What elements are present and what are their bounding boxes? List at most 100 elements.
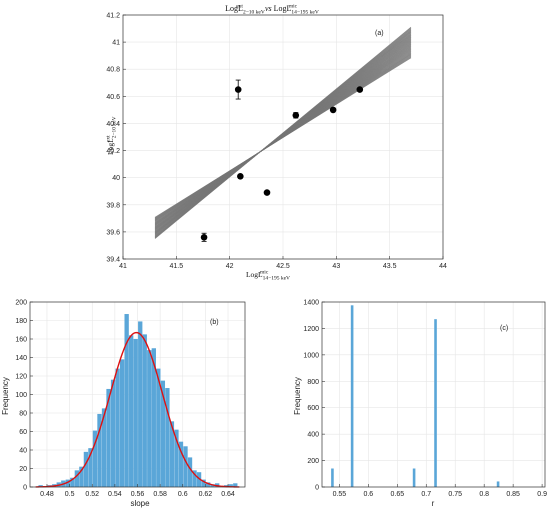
- scatter-panel-label: (a): [375, 30, 384, 37]
- scatter-x-tick-label: 43: [332, 263, 340, 270]
- slope-x-ticks: 0.48 0.5 0.52 0.54 0.56 0.58 0.6 0.62 0.64: [40, 484, 235, 498]
- r-y-tick-label: 800: [307, 379, 319, 386]
- r-x-tick-label: 0.9: [537, 491, 547, 498]
- data-point: [356, 86, 364, 93]
- histogram-bar: [233, 483, 238, 487]
- data-point: [200, 234, 208, 241]
- r-bar: [434, 319, 437, 487]
- r-x-tick-label: 0.65: [390, 491, 404, 498]
- scatter-x-tick-label: 41: [119, 263, 127, 270]
- r-bar: [412, 468, 416, 487]
- fit-lines-bundle: [154, 26, 412, 239]
- r-y-tick-label: 0: [315, 485, 319, 492]
- scatter-x-tick-label: 42.5: [276, 263, 290, 270]
- r-y-tick-label: 1200: [303, 326, 319, 333]
- slope-y-tick-label: 200: [15, 300, 27, 307]
- data-point: [237, 173, 244, 180]
- r-y-tick-label: 1400: [303, 300, 319, 307]
- scatter-y-tick-label: 40: [112, 175, 120, 182]
- slope-y-tick-label: 0: [23, 485, 27, 492]
- histogram-bar: [192, 470, 197, 487]
- scatter-panel: 41 41.5 42 42.5 43 43.5 44 39.4 39.6 39.8 40 40.2 4…: [106, 4, 447, 282]
- r-bar: [350, 305, 354, 487]
- histogram-bar: [124, 314, 129, 487]
- r-x-tick-label: 0.55: [333, 491, 347, 498]
- histogram-bar: [70, 477, 75, 487]
- histogram-bar: [174, 429, 179, 487]
- histogram-bar: [133, 339, 138, 487]
- histogram-bar: [201, 479, 206, 487]
- histogram-bar: [92, 430, 98, 487]
- histogram-bar: [101, 408, 107, 487]
- scatter-y-tick-label: 41.2: [106, 13, 120, 20]
- r-bar: [331, 468, 334, 487]
- slope-y-tick-label: 40: [19, 448, 27, 455]
- histogram-bar: [83, 451, 89, 487]
- slope-y-tick-label: 20: [19, 466, 27, 473]
- r-x-tick-label: 0.7: [421, 491, 431, 498]
- histogram-bar: [178, 441, 184, 487]
- fit-line: [154, 26, 412, 239]
- r-ylabel: Frequency: [293, 377, 302, 415]
- slope-y-tick-label: 120: [15, 374, 27, 381]
- scatter-y-tick-label: 40.2: [106, 148, 120, 155]
- histogram-bar: [138, 321, 143, 487]
- slope-x-tick-label: 0.6: [178, 491, 188, 498]
- histogram-bar: [97, 413, 102, 487]
- histogram-bar: [65, 479, 70, 487]
- slope-x-tick-label: 0.58: [153, 491, 167, 498]
- normal-fit-curve: [35, 331, 240, 488]
- slope-x-tick-label: 0.62: [199, 491, 213, 498]
- slope-y-tick-label: 160: [15, 337, 27, 344]
- histogram-bar: [106, 388, 111, 487]
- histogram-bar: [165, 388, 170, 487]
- r-x-tick-label: 0.8: [479, 491, 489, 498]
- scatter-y-tick-label: 40.4: [106, 121, 120, 128]
- histogram-bar: [187, 457, 193, 487]
- histogram-bar: [156, 368, 161, 487]
- r-histogram-panel: 0.55 0.6 0.65 0.7 0.75 0.8 0.85 0.9 0 200 400 600 8…: [293, 300, 547, 509]
- r-x-tick-label: 0.85: [506, 491, 520, 498]
- r-y-tick-label: 600: [307, 405, 319, 412]
- histogram-bar: [79, 466, 84, 487]
- r-histogram-frame: [321, 301, 546, 488]
- histogram-bar: [183, 446, 188, 487]
- r-bar: [496, 481, 500, 487]
- slope-y-tick-label: 80: [19, 411, 27, 418]
- r-x-ticks: 0.55 0.6 0.65 0.7 0.75 0.8 0.85 0.9: [333, 484, 547, 498]
- slope-y-tick-label: 180: [15, 318, 27, 325]
- scatter-xlabel: LogL14−195 keVmic: [246, 270, 290, 282]
- histogram-bar: [151, 348, 156, 487]
- scatter-y-ticks: 39.4 39.6 39.8 40 40.2 40.4 40.6 40.8 41 41.2: [106, 13, 126, 264]
- scatter-y-tick-label: 40.8: [106, 67, 120, 74]
- histogram-bar: [119, 359, 125, 487]
- scatter-x-tick-label: 42: [226, 263, 234, 270]
- histogram-bar: [210, 484, 215, 487]
- histogram-bar: [142, 334, 147, 487]
- slope-histogram-panel: 0.48 0.5 0.52 0.54 0.56 0.58 0.6 0.62 0.64 0 20 40…: [1, 300, 246, 508]
- histogram-bar: [169, 421, 175, 487]
- slope-x-tick-label: 0.56: [131, 491, 145, 498]
- histogram-bar: [147, 350, 152, 487]
- r-x-tick-label: 0.75: [448, 491, 462, 498]
- histogram-bar: [38, 485, 43, 487]
- scatter-y-tick-label: 41: [112, 40, 120, 47]
- r-histogram-bars: [331, 305, 500, 487]
- histogram-bar: [205, 482, 211, 487]
- scatter-y-tick-label: 39.6: [106, 229, 120, 236]
- slope-ylabel: Frequency: [1, 377, 10, 415]
- histogram-bar: [110, 379, 116, 487]
- histogram-bar: [115, 368, 120, 487]
- histogram-bar: [74, 470, 80, 487]
- r-xlabel: r: [432, 499, 435, 508]
- slope-y-tick-label: 140: [15, 355, 27, 362]
- slope-x-tick-label: 0.54: [108, 491, 122, 498]
- slope-panel-label: (b): [210, 319, 219, 326]
- slope-xlabel: slope: [130, 499, 150, 508]
- scatter-x-tick-label: 41.5: [170, 263, 184, 270]
- data-point: [234, 86, 242, 93]
- data-point: [292, 112, 300, 119]
- slope-y-tick-label: 60: [19, 429, 27, 436]
- data-point: [263, 189, 271, 196]
